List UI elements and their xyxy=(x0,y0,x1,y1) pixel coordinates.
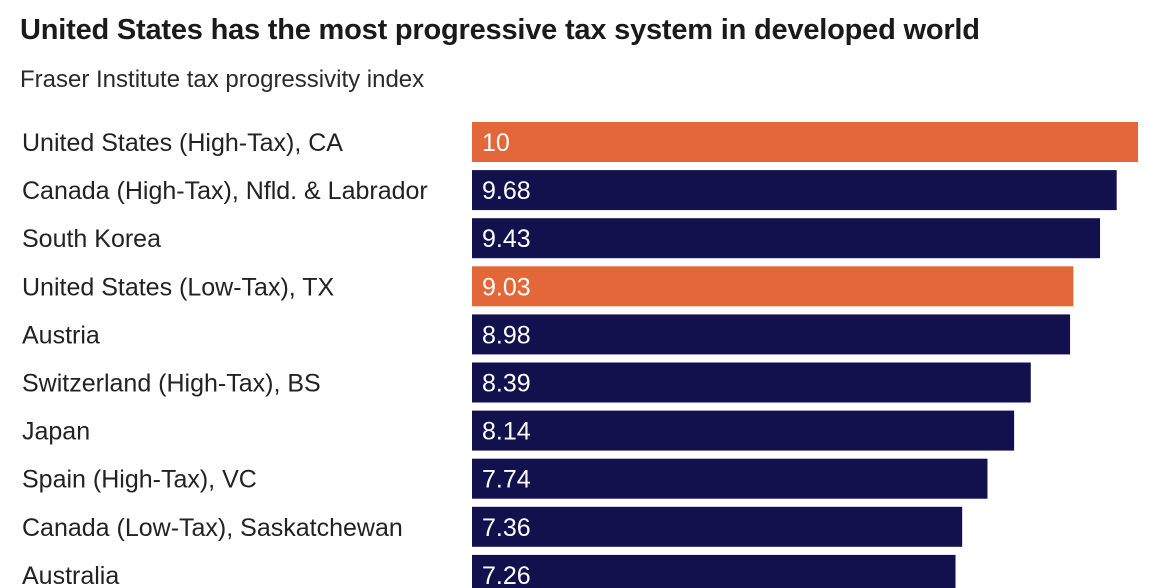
category-label: Australia xyxy=(22,562,119,588)
category-label: Switzerland (High-Tax), BS xyxy=(22,370,321,398)
category-label: Austria xyxy=(22,321,100,349)
category-label: Spain (High-Tax), VC xyxy=(22,466,257,494)
category-label: South Korea xyxy=(22,225,161,253)
category-label: Japan xyxy=(22,418,90,446)
bar xyxy=(472,266,1074,307)
category-label: Canada (Low-Tax), Saskatchewan xyxy=(22,514,403,542)
value-label: 7.26 xyxy=(482,562,531,588)
value-label: 8.39 xyxy=(482,370,531,398)
bar xyxy=(472,314,1071,355)
category-label: United States (Low-Tax), TX xyxy=(22,273,334,301)
value-label: 7.36 xyxy=(482,514,531,542)
bar xyxy=(472,218,1101,259)
value-label: 9.43 xyxy=(482,225,531,253)
bar xyxy=(472,410,1015,451)
bar xyxy=(472,458,988,499)
value-label: 10 xyxy=(482,129,510,157)
chart-subtitle: Fraser Institute tax progressivity index xyxy=(20,66,425,93)
value-label: 7.74 xyxy=(482,466,531,494)
category-label: Canada (High-Tax), Nfld. & Labrador xyxy=(22,177,428,205)
bar xyxy=(472,554,956,588)
bar xyxy=(472,122,1138,162)
value-label: 9.03 xyxy=(482,273,531,301)
chart-title: United States has the most progressive t… xyxy=(20,14,980,46)
bar xyxy=(472,362,1031,403)
value-label: 8.14 xyxy=(482,418,531,446)
bar xyxy=(472,170,1117,211)
bar xyxy=(472,506,963,547)
value-label: 8.98 xyxy=(482,321,531,349)
category-label: United States (High-Tax), CA xyxy=(22,129,343,157)
value-label: 9.68 xyxy=(482,177,531,205)
